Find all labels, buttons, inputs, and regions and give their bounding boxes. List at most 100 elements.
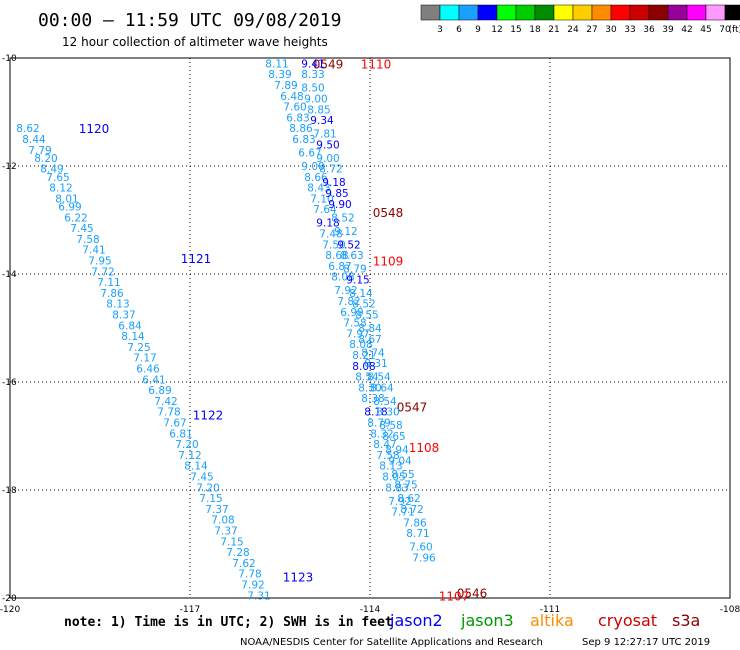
wave-height-value: 8.30: [376, 407, 399, 419]
wave-height-value: 8.14: [121, 331, 145, 343]
wave-height-value: 8.55: [391, 469, 414, 481]
wave-height-value: 8.71: [406, 528, 429, 540]
wave-height-value: 8.14: [184, 461, 208, 473]
satellite-legend-altika: altika: [530, 611, 574, 630]
colorbar-swatch: [667, 4, 688, 21]
colorbar-swatch: [534, 4, 555, 21]
wave-height-value: 8.47: [373, 439, 396, 451]
wave-height-value: 8.63: [340, 250, 363, 262]
pass-time-label: 1109: [373, 255, 404, 269]
pass-time-label: 1120: [79, 122, 110, 136]
wave-height-value: 8.72: [319, 164, 342, 176]
wave-height-value: 7.20: [175, 439, 198, 451]
wave-height-value: 7.58: [76, 234, 99, 246]
wave-height-value: 8.21: [352, 350, 375, 362]
wave-height-value: 7.86: [403, 517, 427, 529]
colorbar-label: 27: [586, 25, 597, 35]
colorbar-label: 6: [456, 25, 462, 35]
y-tick-label: -20: [2, 594, 17, 604]
wave-height-value: 8.20: [34, 153, 57, 165]
wave-height-value: 8.11: [265, 58, 288, 70]
wave-height-value: 8.50: [301, 83, 324, 95]
wave-height-value: 8.37: [112, 310, 135, 322]
wave-height-value: 8.86: [289, 123, 313, 135]
footer-timestamp: Sep 9 12:27:17 UTC 2019: [582, 637, 710, 648]
colorbar-label: 18: [529, 25, 541, 35]
wave-height-value: 8.14: [349, 288, 373, 300]
colorbar-swatch: [496, 4, 517, 21]
wave-height-value: 9.50: [316, 139, 339, 151]
wave-height-value: 7.78: [238, 569, 261, 581]
wave-height-value: 8.68: [325, 250, 348, 262]
y-tick-label: -16: [2, 378, 17, 388]
wave-height-value: 9.00: [316, 153, 339, 165]
wave-height-value: 8.75: [394, 480, 417, 492]
wave-height-value: 7.96: [412, 553, 436, 565]
wave-height-value: 7.71: [391, 507, 414, 519]
wave-height-value: 7.20: [196, 482, 219, 494]
wave-height-value: 8.64: [370, 382, 394, 394]
x-tick-label: -114: [360, 605, 381, 615]
wave-height-value: 7.62: [232, 558, 255, 570]
wave-height-value: 8.83: [385, 482, 408, 494]
wave-height-value: 8.72: [400, 504, 423, 516]
colorbar-swatch: [458, 4, 479, 21]
wave-height-value: 9.00: [304, 94, 327, 106]
wave-height-value: 8.13: [379, 461, 402, 473]
colorbar-swatch: [629, 4, 650, 21]
wave-height-value: 7.81: [313, 129, 336, 141]
pass-time-label: 1123: [283, 570, 314, 584]
wave-height-value: 7.17: [133, 353, 156, 365]
wave-height-value: 9.90: [328, 199, 351, 211]
wave-height-value: 9.18: [322, 177, 345, 189]
colorbar-label: 45: [700, 25, 711, 35]
colorbar-swatch: [439, 4, 460, 21]
wave-height-value: 7.11: [97, 277, 120, 289]
colorbar-swatch: [477, 4, 498, 21]
x-tick-label: -120: [0, 605, 20, 615]
y-tick-label: -10: [2, 54, 17, 64]
wave-height-value: 7.12: [178, 450, 201, 462]
wave-height-value: 7.37: [205, 504, 228, 516]
colorbar-label: 9: [475, 25, 481, 35]
wave-height-value: 7.45: [70, 223, 93, 235]
y-tick-label: -18: [2, 486, 17, 496]
wave-height-value: 8.43: [307, 183, 330, 195]
wave-height-value: 7.67: [163, 418, 186, 430]
colorbar-label: 24: [567, 25, 579, 35]
wave-height-value: 7.92: [388, 496, 411, 508]
wave-height-value: 6.48: [280, 91, 303, 103]
wave-height-value: 9.52: [337, 239, 360, 251]
wave-height-value: 7.50: [322, 239, 345, 251]
wave-height-value: 6.83: [286, 112, 309, 124]
colorbar-label: 3: [437, 25, 443, 35]
wave-height-value: 9.85: [325, 188, 348, 200]
wave-height-value: 7.60: [283, 102, 306, 114]
chart-title: 00:00 — 11:59 UTC 09/08/2019: [38, 10, 341, 31]
wave-height-value: 8.66: [304, 172, 328, 184]
wave-height-value: 7.65: [46, 172, 69, 184]
wave-height-value: 7.10: [310, 193, 333, 205]
wave-height-value: 8.62: [397, 493, 420, 505]
colorbar-unit: (ft): [728, 25, 740, 35]
wave-height-value: 8.54: [355, 372, 379, 384]
wave-height-value: 7.15: [199, 493, 222, 505]
wave-height-value: 8.13: [106, 299, 129, 311]
wave-height-value: 6.84: [118, 320, 142, 332]
wave-height-value: 7.78: [157, 407, 180, 419]
pass-time-label: 1107: [439, 589, 470, 603]
wave-height-value: 8.44: [22, 134, 46, 146]
satellite-legend: jason2 jason3 altika cryosat s3a: [389, 611, 700, 630]
colorbar-swatch: [515, 4, 536, 21]
pass-time-label: 1121: [181, 252, 212, 266]
x-tick-label: -111: [540, 605, 560, 615]
x-tick-label: -117: [180, 605, 200, 615]
colorbar-label: 15: [510, 25, 521, 35]
wave-height-value: 9.00: [301, 161, 324, 173]
wave-height-value: 8.05: [382, 472, 405, 484]
wave-height-value: 8.18: [364, 407, 387, 419]
wave-height-value: 8.94: [385, 445, 409, 457]
wave-height-value: 6.89: [148, 385, 171, 397]
